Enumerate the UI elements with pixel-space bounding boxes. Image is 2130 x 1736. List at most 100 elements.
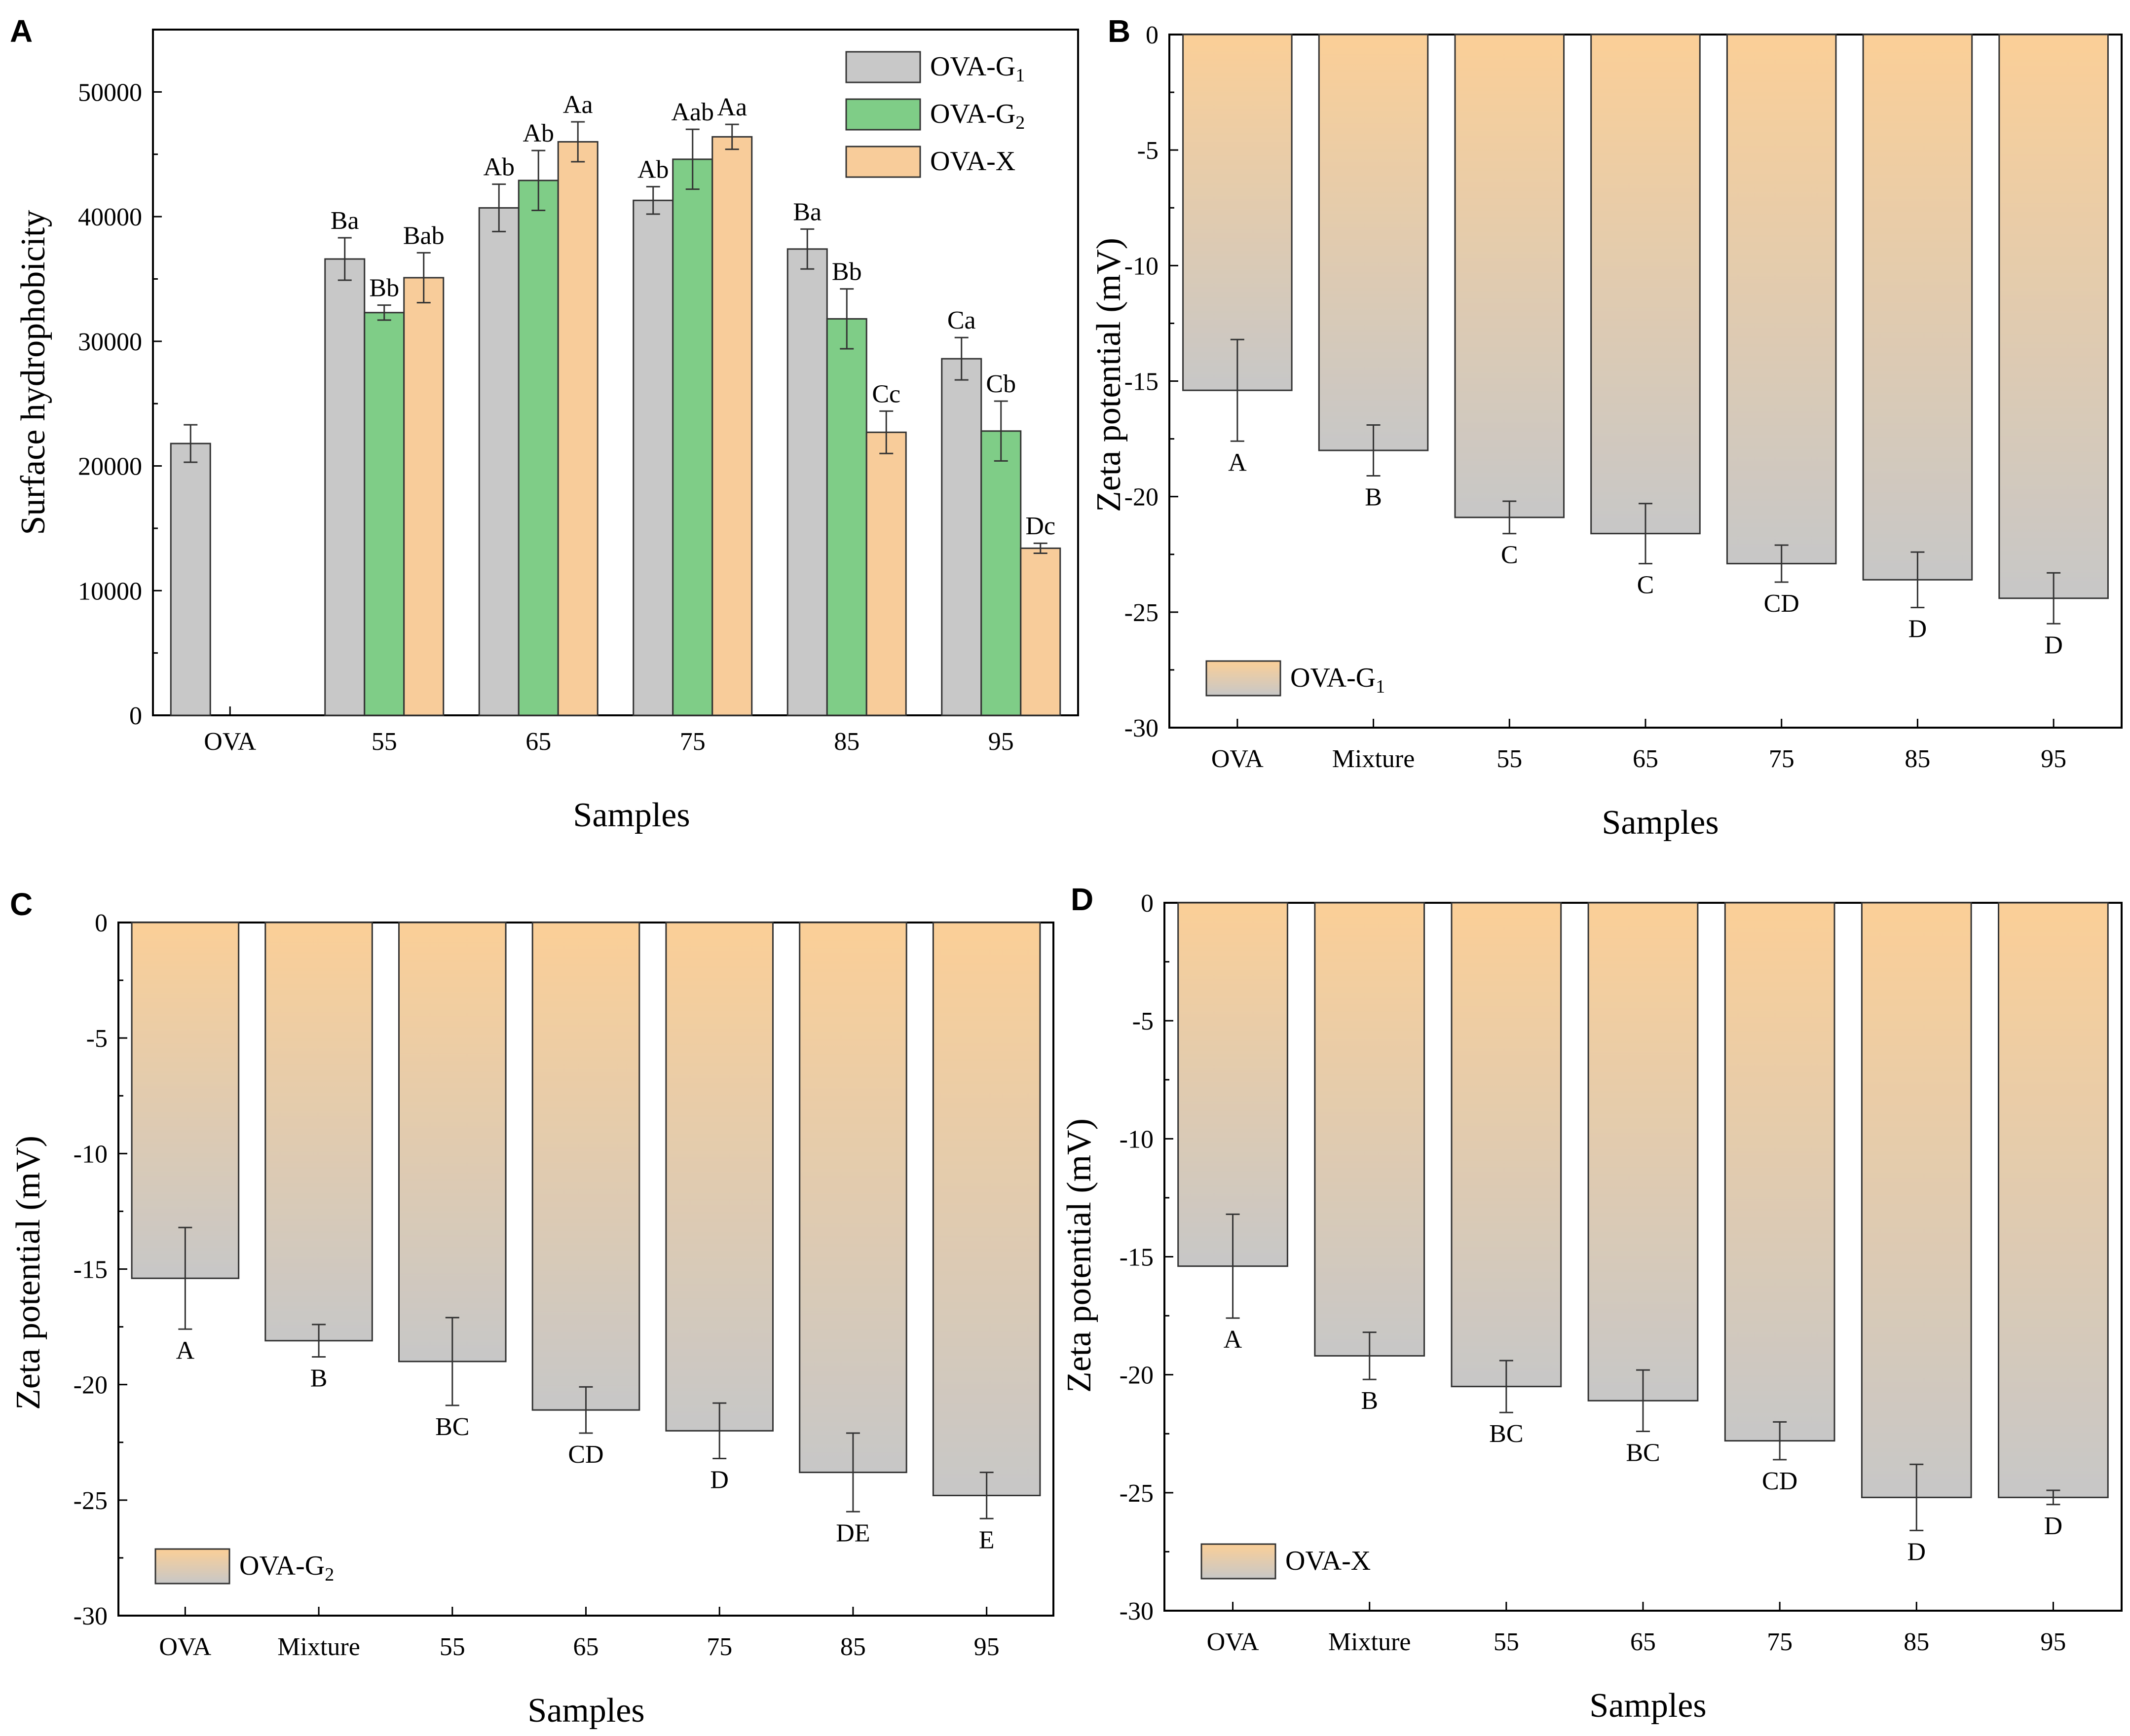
significance-label: Bb	[369, 274, 399, 302]
significance-label: Bb	[832, 258, 862, 286]
x-axis-title: Samples	[1602, 804, 1719, 842]
significance-label: D	[710, 1466, 729, 1494]
bar	[398, 922, 507, 1363]
x-tick-label: 85	[1905, 745, 1930, 773]
legend-label: OVA-X	[930, 146, 1015, 177]
y-tick-label: -5	[1132, 1007, 1154, 1035]
significance-label: Ba	[793, 198, 822, 226]
bar	[1454, 34, 1565, 518]
panel-letter: D	[1071, 882, 1093, 917]
significance-label: E	[979, 1526, 995, 1554]
significance-label: BC	[1626, 1439, 1660, 1467]
bar	[799, 922, 907, 1474]
y-tick-label: -30	[1124, 714, 1158, 742]
x-tick-label: 75	[707, 1633, 732, 1661]
significance-label: BC	[435, 1413, 469, 1441]
legend-label: OVA-G2	[239, 1551, 334, 1585]
legend-subscript: 2	[1015, 112, 1025, 133]
plot-frame	[152, 29, 1079, 716]
y-tick-label: -5	[1137, 137, 1158, 165]
bar	[170, 443, 211, 716]
bar	[264, 922, 373, 1342]
significance-label: Ab	[637, 155, 669, 184]
x-tick-label: Mixture	[277, 1633, 360, 1661]
x-axis-title: Samples	[1589, 1687, 1706, 1725]
significance-label: D	[2044, 1512, 2063, 1540]
y-tick-label: -30	[1120, 1597, 1154, 1625]
bar	[478, 207, 520, 716]
bar	[1314, 902, 1425, 1357]
x-tick-label: 65	[525, 728, 551, 756]
y-tick-label: -30	[74, 1602, 108, 1630]
legend-swatch	[1205, 660, 1281, 697]
significance-label: DE	[836, 1519, 870, 1547]
significance-label: Cb	[986, 370, 1016, 398]
y-tick-label: -25	[74, 1487, 108, 1515]
significance-label: B	[1365, 483, 1382, 512]
significance-label: D	[1908, 615, 1927, 643]
significance-label: C	[1637, 571, 1654, 599]
significance-label: D	[1907, 1538, 1926, 1566]
bar	[557, 141, 598, 716]
y-tick-label: 0	[1146, 21, 1158, 49]
legend-subscript: 1	[1376, 676, 1385, 697]
y-tick-label: -10	[1124, 252, 1158, 280]
bar	[324, 258, 366, 716]
bar	[1182, 34, 1293, 391]
x-tick-label: 65	[1630, 1628, 1656, 1656]
y-tick-label: 0	[1141, 889, 1154, 918]
panel-letter: A	[10, 13, 33, 49]
y-tick-label: 10000	[78, 577, 142, 605]
x-tick-label: 55	[1494, 1628, 1519, 1656]
y-tick-label: 0	[95, 909, 108, 937]
x-tick-label: 55	[372, 728, 397, 756]
y-axis-title: Zeta potential (mV)	[1060, 1118, 1098, 1393]
bar	[786, 248, 828, 716]
panel-c-zeta-ova-g2: C 0 -5 -10 -15 -20 -25 -30 Zeta potential (mV) Sa…	[9, 886, 1054, 1730]
y-tick-label: -20	[74, 1371, 108, 1400]
x-tick-label: 55	[440, 1633, 465, 1661]
y-tick-label: -10	[1120, 1125, 1154, 1153]
y-axis-title: Zeta potential (mV)	[9, 1136, 47, 1410]
bar	[1177, 902, 1288, 1267]
legend-swatch	[1200, 1543, 1276, 1580]
bar	[932, 922, 1041, 1496]
x-tick-label: 95	[2041, 745, 2066, 773]
bar	[1998, 34, 2109, 599]
significance-label: Ab	[523, 119, 554, 148]
x-tick-label: 65	[1633, 745, 1658, 773]
bar	[364, 312, 405, 716]
x-tick-label: 75	[1767, 1628, 1793, 1656]
y-axis-title: Surface hydrophobicity	[14, 210, 52, 535]
y-tick-label: -5	[86, 1025, 108, 1053]
bar	[518, 180, 559, 716]
bar	[1724, 902, 1835, 1442]
panel-letter: B	[1108, 13, 1130, 49]
bar	[403, 277, 445, 716]
panel-a-surface-hydrophobicity: A 0 10000 20000 30000 40000 50000 Surface hydro…	[10, 13, 1079, 834]
legend-label: OVA-G1	[930, 51, 1025, 86]
bar	[1318, 34, 1429, 451]
significance-label: Aa	[563, 91, 593, 119]
legend-subscript: 1	[1015, 65, 1025, 86]
x-tick-label: 85	[840, 1633, 866, 1661]
bar	[980, 430, 1022, 716]
bar	[633, 199, 674, 716]
y-tick-label: -15	[1120, 1244, 1154, 1272]
y-tick-label: -20	[1120, 1362, 1154, 1390]
significance-label: Bab	[403, 222, 445, 250]
x-tick-label: OVA	[1211, 745, 1264, 773]
bar	[1862, 34, 1973, 581]
x-tick-label: 85	[1904, 1628, 1929, 1656]
y-tick-label: -20	[1124, 483, 1158, 512]
x-tick-label: OVA	[1207, 1628, 1259, 1656]
significance-label: Dc	[1025, 512, 1055, 540]
significance-label: A	[1228, 448, 1247, 477]
significance-label: CD	[1762, 1467, 1797, 1495]
x-tick-label: Mixture	[1332, 745, 1415, 773]
significance-label: A	[1224, 1326, 1242, 1354]
legend-subscript: 2	[325, 1564, 334, 1585]
significance-label: Ba	[331, 207, 359, 235]
x-tick-label: OVA	[204, 728, 256, 756]
